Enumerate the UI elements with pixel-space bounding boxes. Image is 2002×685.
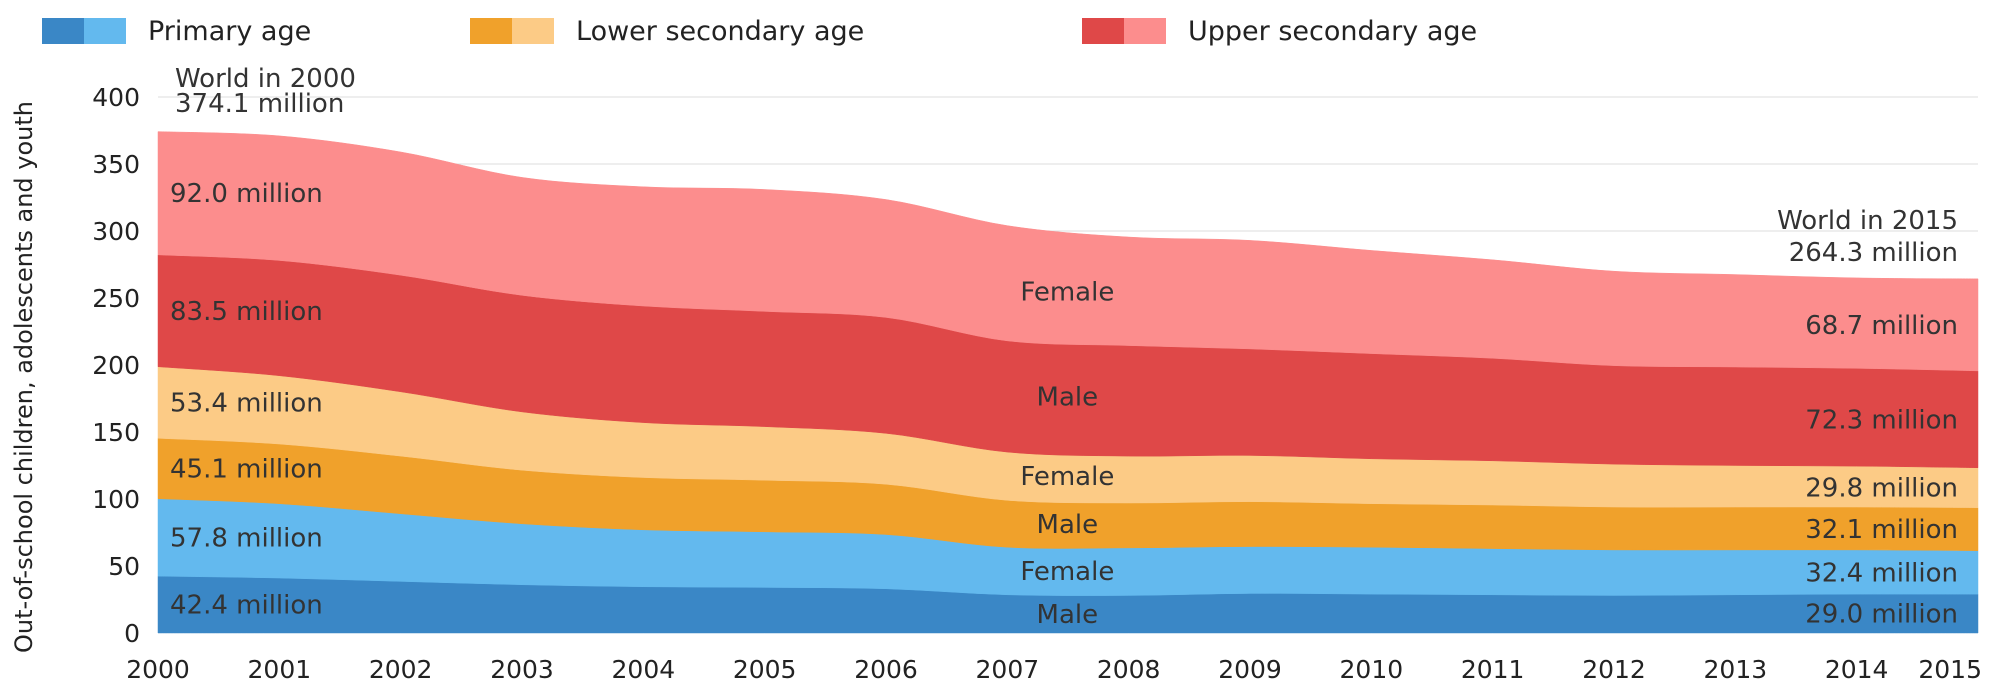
x-tick-label: 2015 [1918, 655, 1982, 684]
legend: Primary age Lower secondary age Upper seco… [42, 16, 1477, 47]
y-axis-label: Out-of-school children, adolescents and … [10, 101, 38, 653]
legend-swatch-dark [1082, 18, 1124, 44]
legend-label: Primary age [148, 16, 311, 47]
end-value-label: 29.0 million [1805, 600, 1958, 630]
x-tick-label: 2009 [1218, 655, 1282, 684]
x-tick-label: 2011 [1461, 655, 1525, 684]
sex-label: Male [1037, 382, 1099, 412]
start-total: 374.1 million [175, 89, 344, 119]
end-title: World in 2015 [1777, 206, 1958, 236]
x-tick-label: 2001 [248, 655, 312, 684]
end-value-label: 72.3 million [1805, 405, 1958, 435]
start-value-label: 42.4 million [170, 591, 323, 621]
legend-swatch-light [84, 18, 126, 44]
start-title: World in 2000 [175, 64, 356, 94]
x-tick-label: 2007 [976, 655, 1040, 684]
y-tick-label: 400 [92, 83, 140, 112]
end-value-label: 32.4 million [1805, 558, 1958, 588]
y-tick-label: 150 [92, 418, 140, 447]
legend-swatch-dark [42, 18, 84, 44]
sex-label: Male [1037, 600, 1099, 630]
y-tick-label: 0 [124, 619, 140, 648]
legend-label: Upper secondary age [1188, 16, 1477, 47]
area-band [157, 131, 1979, 372]
legend-label: Lower secondary age [576, 16, 864, 47]
start-value-label: 92.0 million [170, 179, 323, 209]
y-tick-label: 350 [92, 150, 140, 179]
sex-label: Female [1020, 462, 1114, 492]
x-tick-label: 2000 [126, 655, 190, 684]
x-tick-label: 2012 [1582, 655, 1646, 684]
y-tick-label: 300 [92, 217, 140, 246]
legend-swatch-light [1124, 18, 1166, 44]
y-tick-label: 200 [92, 351, 140, 380]
x-tick-label: 2003 [490, 655, 554, 684]
start-value-label: 53.4 million [170, 389, 323, 419]
x-tick-label: 2004 [612, 655, 676, 684]
end-value-label: 68.7 million [1805, 311, 1958, 341]
y-axis: 0 50 100 150 200 250 300 350 400 [92, 83, 140, 648]
sex-label: Female [1020, 277, 1114, 307]
legend-swatch-dark [470, 18, 512, 44]
x-tick-label: 2008 [1097, 655, 1161, 684]
x-tick-label: 2010 [1340, 655, 1404, 684]
end-total: 264.3 million [1789, 238, 1958, 268]
x-tick-label: 2013 [1704, 655, 1768, 684]
end-value-label: 32.1 million [1805, 515, 1958, 545]
x-axis: 2000 2001 2002 2003 2004 2005 2006 2007 2008 2009… [126, 655, 1982, 684]
start-value-label: 83.5 million [170, 297, 323, 327]
y-tick-label: 50 [108, 552, 140, 581]
y-tick-label: 250 [92, 284, 140, 313]
x-tick-label: 2002 [369, 655, 433, 684]
end-value-label: 29.8 million [1805, 474, 1958, 504]
x-tick-label: 2006 [854, 655, 918, 684]
start-value-label: 57.8 million [170, 523, 323, 553]
y-tick-label: 100 [92, 485, 140, 514]
area-series [157, 131, 1979, 634]
legend-swatch-light [512, 18, 554, 44]
sex-label: Male [1037, 510, 1099, 540]
start-value-label: 45.1 million [170, 455, 323, 485]
x-tick-label: 2014 [1825, 655, 1889, 684]
x-tick-label: 2005 [733, 655, 797, 684]
sex-label: Female [1020, 557, 1114, 587]
